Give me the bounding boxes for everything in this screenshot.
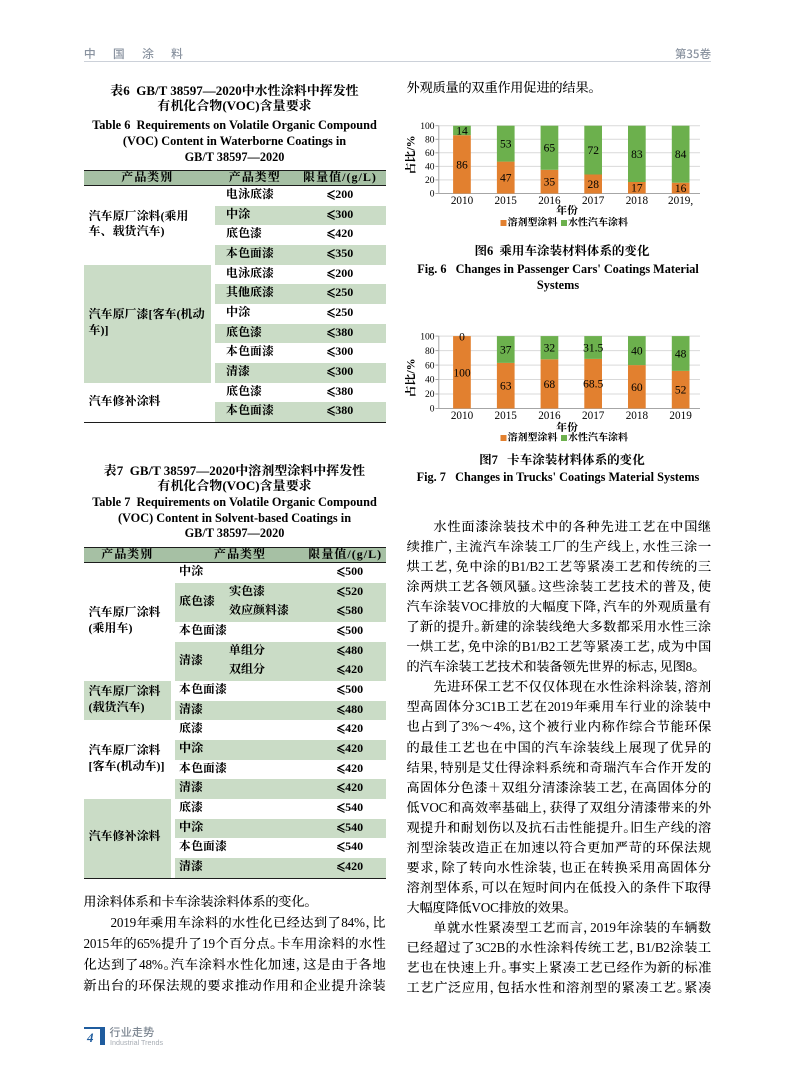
svg-text:20: 20	[425, 390, 435, 400]
svg-text:80: 80	[425, 347, 435, 357]
svg-text:100: 100	[420, 122, 435, 132]
svg-text:60: 60	[631, 382, 643, 394]
svg-text:100: 100	[453, 367, 471, 379]
svg-text:32: 32	[544, 343, 556, 355]
svg-text:35: 35	[544, 177, 556, 189]
svg-text:年份: 年份	[556, 421, 579, 434]
svg-text:72: 72	[587, 145, 599, 157]
svg-text:0: 0	[430, 405, 435, 415]
svg-text:80: 80	[425, 136, 435, 146]
svg-text:60: 60	[425, 149, 435, 159]
svg-text:2018: 2018	[626, 410, 649, 422]
svg-text:28: 28	[587, 179, 599, 191]
svg-text:溶剂型涂料: 溶剂型涂料	[508, 217, 558, 229]
svg-text:2016: 2016	[538, 410, 561, 422]
svg-text:68: 68	[544, 379, 556, 391]
svg-text:14: 14	[456, 125, 468, 137]
svg-text:16: 16	[675, 183, 687, 195]
svg-text:2017: 2017	[582, 410, 605, 422]
svg-text:60: 60	[425, 361, 435, 371]
svg-text:2016: 2016	[538, 195, 561, 207]
svg-text:溶剂型涂料: 溶剂型涂料	[508, 432, 558, 444]
svg-text:0: 0	[459, 332, 465, 344]
svg-text:52: 52	[675, 385, 687, 397]
svg-text:65: 65	[544, 143, 556, 155]
svg-text:2015: 2015	[495, 410, 518, 422]
svg-text:20: 20	[425, 176, 435, 186]
svg-text:40: 40	[425, 376, 435, 386]
svg-text:2019,: 2019,	[668, 195, 693, 207]
svg-text:48: 48	[675, 349, 687, 361]
svg-text:水性汽车涂料: 水性汽车涂料	[567, 217, 628, 229]
svg-text:40: 40	[631, 346, 643, 358]
svg-text:占比/%: 占比/%	[405, 135, 418, 174]
svg-text:0: 0	[430, 190, 435, 200]
svg-text:100: 100	[420, 332, 435, 342]
svg-text:2015: 2015	[495, 195, 518, 207]
svg-text:2018: 2018	[626, 195, 649, 207]
svg-text:53: 53	[500, 139, 512, 151]
svg-text:68.5: 68.5	[583, 379, 603, 391]
svg-text:水性汽车涂料: 水性汽车涂料	[567, 432, 628, 444]
svg-text:2019: 2019	[669, 410, 692, 422]
svg-text:40: 40	[425, 163, 435, 173]
svg-text:2017: 2017	[582, 195, 605, 207]
svg-text:83: 83	[631, 149, 643, 161]
svg-text:17: 17	[631, 183, 643, 195]
svg-text:63: 63	[500, 381, 512, 393]
svg-text:年份: 年份	[556, 204, 579, 217]
svg-text:37: 37	[500, 345, 512, 357]
svg-text:2010: 2010	[451, 195, 474, 207]
svg-text:31.5: 31.5	[583, 343, 603, 355]
svg-text:86: 86	[456, 159, 468, 171]
svg-text:47: 47	[500, 173, 512, 185]
svg-text:占比/%: 占比/%	[405, 358, 418, 397]
svg-text:2010: 2010	[451, 410, 474, 422]
svg-text:84: 84	[675, 149, 687, 161]
